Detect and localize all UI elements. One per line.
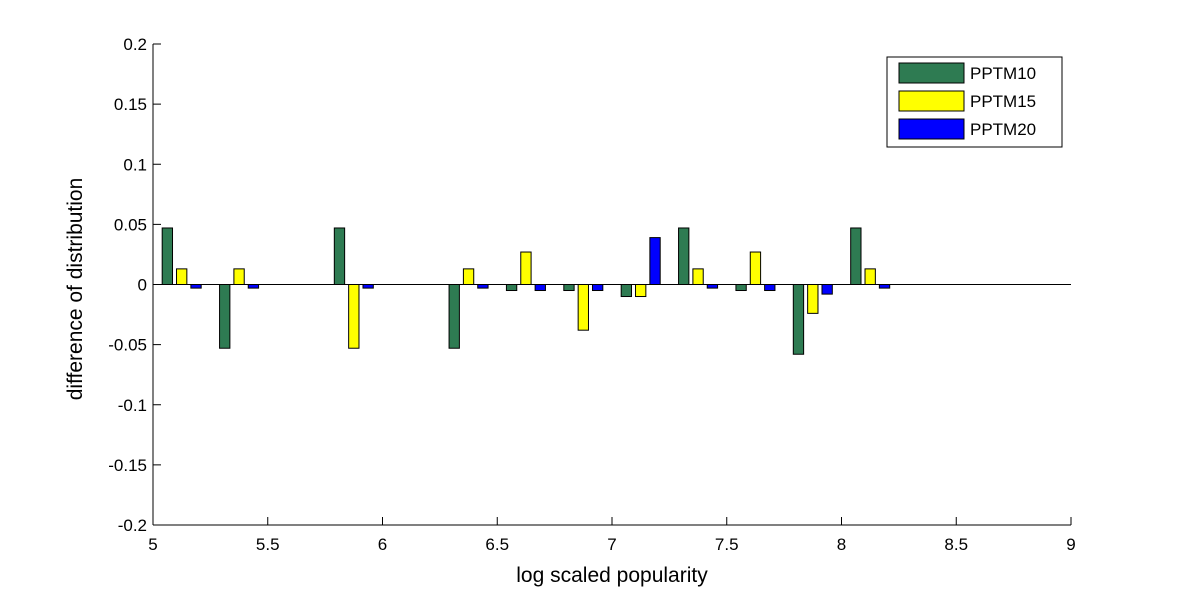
y-tick-label: 0.2 <box>123 35 147 54</box>
bar-pptm10-9 <box>792 284 805 355</box>
bar-pptm15-9 <box>807 284 819 314</box>
bar-pptm20-8 <box>764 284 776 292</box>
x-tick-label: 9 <box>1066 535 1075 554</box>
bar-pptm15-7 <box>692 268 704 285</box>
bar-pptm15-1 <box>233 268 245 285</box>
bar-pptm10-6 <box>620 284 633 298</box>
x-tick-label: 7 <box>607 535 616 554</box>
x-tick-label: 8.5 <box>944 535 968 554</box>
bar-pptm20-4 <box>534 284 546 292</box>
bar-pptm20-0 <box>190 284 202 289</box>
bar-pptm15-4 <box>520 251 532 285</box>
bar-pptm10-3 <box>448 284 460 349</box>
bar-pptm15-3 <box>462 268 475 285</box>
y-tick-label: 0.05 <box>114 215 147 234</box>
bar-pptm15-5 <box>577 284 589 331</box>
bar-pptm20-5 <box>591 284 604 292</box>
legend-swatch-pptm20 <box>898 118 965 140</box>
y-tick-label: -0.05 <box>108 336 147 355</box>
x-tick-label: 5 <box>148 535 157 554</box>
bar-pptm15-10 <box>864 268 876 285</box>
legend-swatch-pptm10 <box>898 62 965 84</box>
bar-pptm20-10 <box>878 284 891 289</box>
bar-pptm10-2 <box>333 227 346 285</box>
bar-pptm10-1 <box>219 284 231 349</box>
legend-label-pptm20: PPTM20 <box>970 120 1036 139</box>
bar-pptm15-2 <box>348 284 360 349</box>
legend-label-pptm10: PPTM10 <box>970 64 1036 83</box>
legend-label-pptm15: PPTM15 <box>970 92 1036 111</box>
bar-pptm10-4 <box>505 284 518 292</box>
bar-pptm10-7 <box>678 227 690 285</box>
x-axis-label: log scaled popularity <box>516 564 708 587</box>
bar-pptm20-1 <box>247 284 260 289</box>
y-tick-label: 0 <box>138 276 147 295</box>
x-tick-label: 7.5 <box>715 535 739 554</box>
bar-pptm15-6 <box>635 284 647 298</box>
axes: 5 5.5 6 6.5 7 7.5 8 8.5 9 0.2 0.15 0.1 0.05 0 -0.05 -0.… <box>108 35 1075 554</box>
x-tick-label: 6 <box>378 535 387 554</box>
bar-pptm10-0 <box>161 227 174 285</box>
bar-pptm20-9 <box>821 284 833 295</box>
bar-pptm20-6 <box>649 237 661 286</box>
x-tick-label: 5.5 <box>256 535 280 554</box>
bar-pptm10-5 <box>563 284 575 292</box>
bar-pptm20-3 <box>477 284 489 289</box>
y-tick-label: 0.1 <box>123 155 147 174</box>
y-tick-label: 0.15 <box>114 95 147 114</box>
x-tick-label: 8 <box>837 535 846 554</box>
bar-pptm15-0 <box>176 268 188 285</box>
legend: PPTM10 PPTM15 PPTM20 <box>886 56 1063 148</box>
bar-pptm20-2 <box>362 284 374 289</box>
bar-pptm20-7 <box>706 284 719 289</box>
y-tick-label: -0.2 <box>118 516 147 535</box>
bar-pptm15-8 <box>749 251 762 285</box>
bar-pptm10-8 <box>735 284 747 292</box>
y-tick-label: -0.1 <box>118 396 147 415</box>
bar-group <box>161 227 891 355</box>
y-axis-label: difference of distribution <box>64 178 87 401</box>
y-tick-label: -0.15 <box>108 456 147 475</box>
x-tick-label: 6.5 <box>485 535 509 554</box>
legend-swatch-pptm15 <box>898 90 965 112</box>
bar-pptm10-10 <box>850 227 862 285</box>
